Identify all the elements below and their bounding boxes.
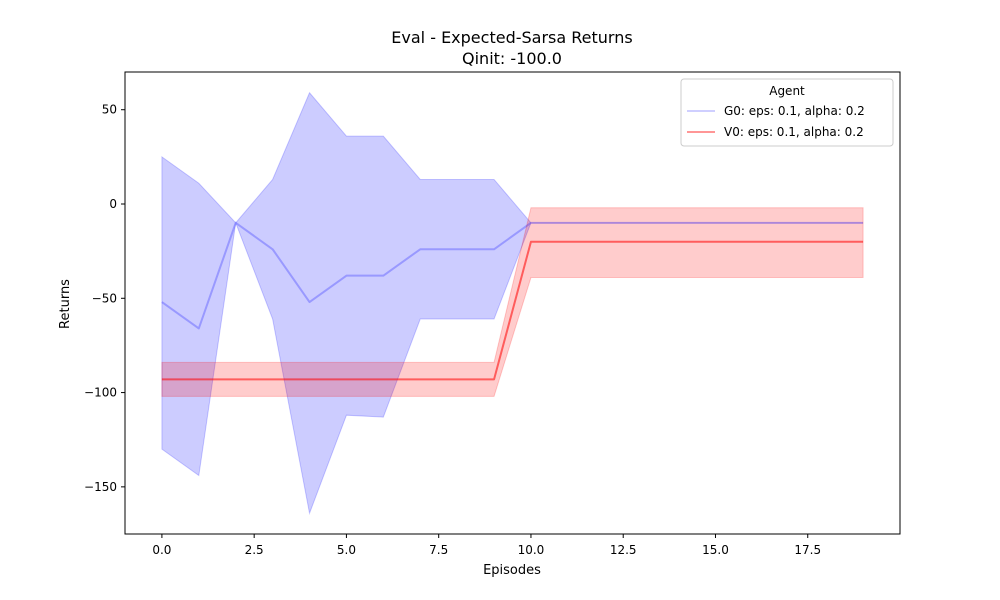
axes: 0.0 2.5 5.0 7.5 10.0 12.5 15.0 17.5 −150 −100 −50 0… [84, 71, 901, 557]
plot-area [161, 91, 864, 516]
y-tick-label: −100 [84, 386, 117, 400]
x-tick-label: 7.5 [429, 543, 448, 557]
y-tick-label: 0 [109, 197, 117, 211]
plot-frame [124, 71, 901, 535]
x-tick-label: 15.0 [702, 543, 729, 557]
x-tick-label: 2.5 [245, 543, 264, 557]
band-v0 [161, 207, 864, 397]
y-axis-label: Returns [58, 279, 73, 329]
x-tick-label: 5.0 [337, 543, 356, 557]
legend-box [680, 78, 894, 147]
x-axis-label: Episodes [483, 563, 541, 578]
y-tick-label: −50 [92, 291, 117, 305]
x-tick-label: 12.5 [610, 543, 637, 557]
x-tick-label: 17.5 [794, 543, 821, 557]
chart-subtitle: Qinit: -100.0 [462, 49, 562, 68]
legend-label-g0: G0: eps: 0.1, alpha: 0.2 [724, 104, 865, 118]
legend: Agent G0: eps: 0.1, alpha: 0.2 V0: eps: … [680, 78, 894, 147]
y-tick-label: 50 [102, 103, 117, 117]
chart-title: Eval - Expected-Sarsa Returns [391, 28, 632, 47]
line-g0 [161, 221, 864, 330]
band-g0 [161, 91, 864, 516]
y-tick-label: −150 [84, 480, 117, 494]
x-tick-label: 0.0 [152, 543, 171, 557]
legend-label-v0: V0: eps: 0.1, alpha: 0.2 [724, 125, 864, 139]
line-v0 [161, 240, 864, 381]
x-tick-label: 10.0 [518, 543, 545, 557]
legend-title: Agent [769, 84, 805, 98]
